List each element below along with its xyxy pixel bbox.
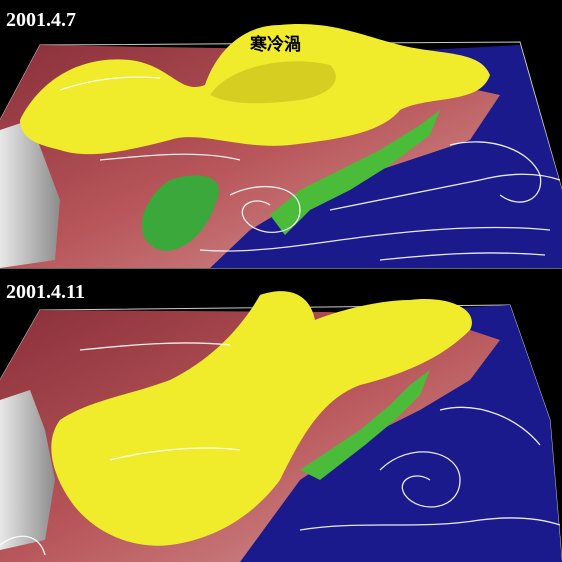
panel-top: 2001.4.7 寒冷渦 [0, 9, 562, 269]
annotation: 寒冷渦 [250, 34, 301, 55]
cold-air-volume [51, 291, 472, 546]
land-green [141, 175, 219, 251]
japan [300, 370, 430, 480]
streamlines [0, 342, 561, 556]
streamlines [59, 76, 561, 261]
panel-bottom: 2001.4.11 [0, 281, 562, 562]
mountains [0, 390, 55, 550]
cold-air-inner [210, 61, 336, 104]
japan [270, 110, 440, 235]
panel-date: 2001.4.11 [6, 281, 85, 303]
frame [0, 41, 562, 269]
mountains [0, 120, 60, 268]
panel-date: 2001.4.7 [6, 9, 76, 31]
